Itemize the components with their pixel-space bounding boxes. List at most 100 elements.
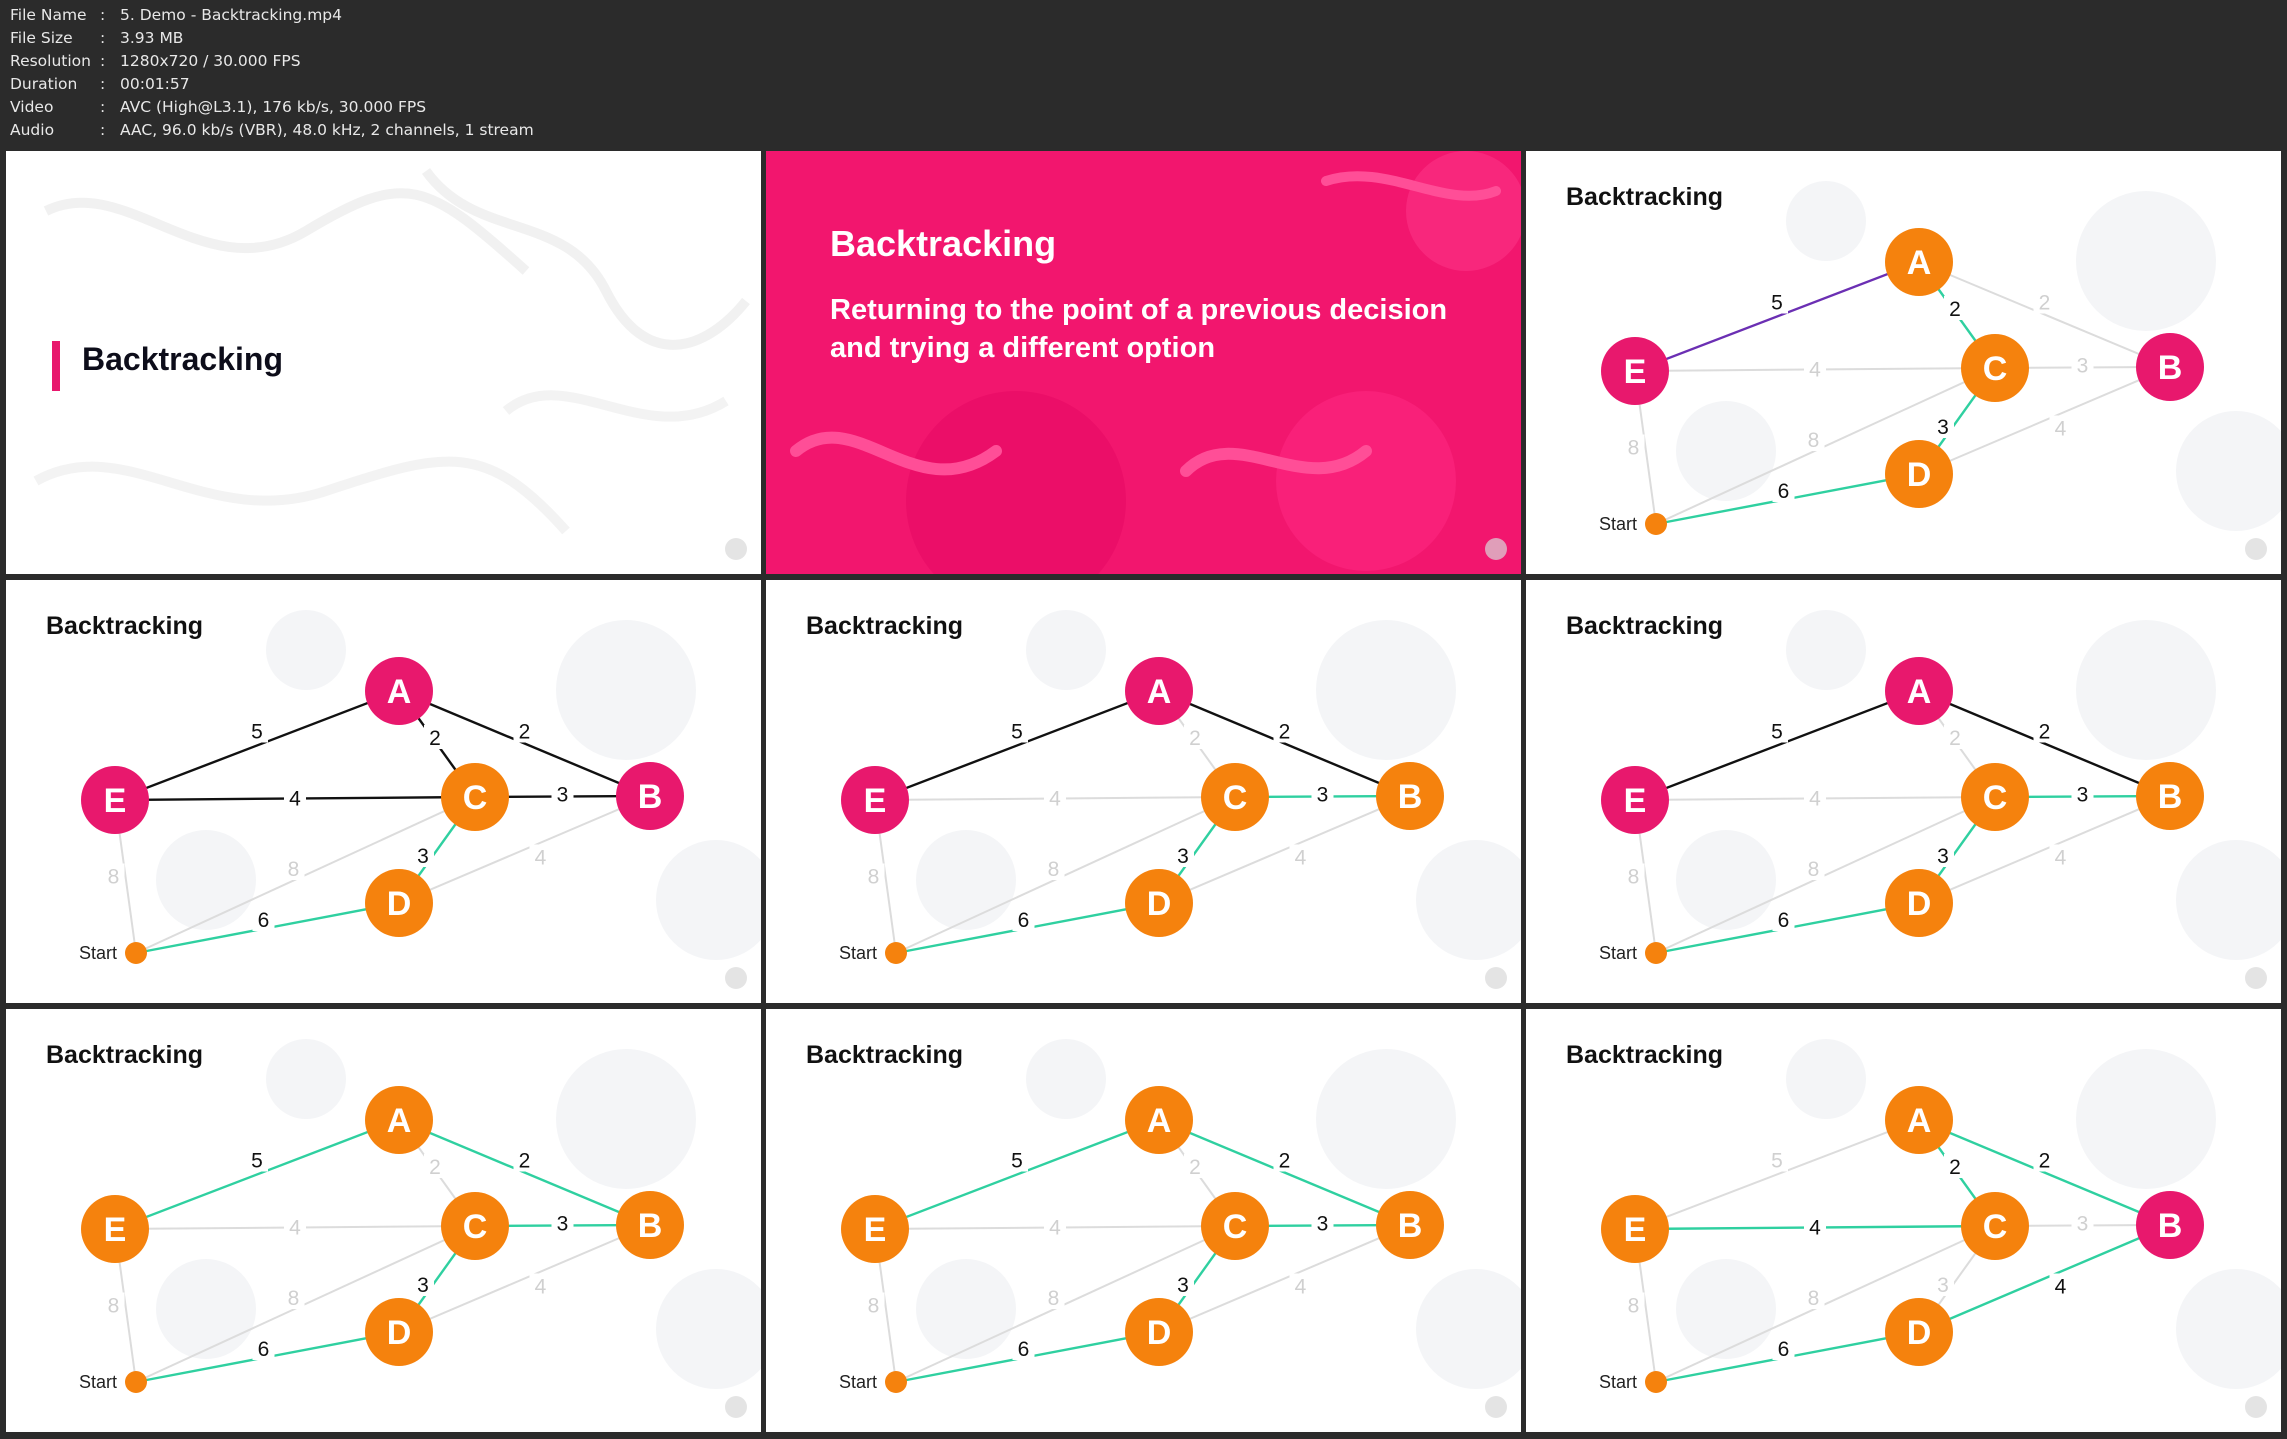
edge-label-bg [1772, 907, 1795, 931]
start-label: Start [839, 943, 877, 963]
node-label-c: C [1983, 350, 2008, 388]
info-label: File Size [10, 29, 73, 47]
edge-label-bg [424, 1154, 446, 1178]
node-label-e: E [1624, 782, 1647, 820]
edge-label-bg [1172, 1272, 1194, 1296]
edge-weight-ea: 5 [1011, 721, 1023, 744]
edge-label-bg [1289, 844, 1312, 869]
edge-weight-cd: 3 [1937, 416, 1949, 439]
edge-label-bg [1932, 843, 1954, 867]
intro-background [33, 168, 750, 535]
node-label-c: C [1983, 779, 2008, 817]
edge-label-bg [2033, 289, 2056, 314]
edge-weight-sc: 8 [1048, 858, 1060, 881]
frame-graph-7[interactable]: Backtracking 5 2 2 4 3 3 4 6 8 8 Start A B C D E [1526, 1009, 2281, 1432]
node-e [841, 766, 909, 834]
edge-label-bg [1006, 1147, 1028, 1172]
info-value: AAC, 96.0 kb/s (VBR), 48.0 kHz, 2 channe… [120, 121, 534, 139]
edge-label-bg [513, 718, 536, 743]
edge-sc [1655, 796, 1996, 954]
edge-weight-ac: 2 [1189, 727, 1201, 750]
info-separator: : [100, 75, 106, 93]
node-c [1961, 1192, 2029, 1260]
edge-weight-ab: 2 [2039, 721, 2051, 744]
start-node [885, 1371, 907, 1393]
node-label-b: B [2158, 1207, 2183, 1245]
start-node [125, 942, 147, 964]
frame-intro[interactable]: Backtracking [6, 151, 761, 574]
edge-weight-cd: 3 [1937, 845, 1949, 868]
edge-label-bg [551, 1210, 574, 1235]
edge-weight-sc: 8 [1808, 1287, 1820, 1310]
edge-label-bg [1622, 1292, 1645, 1317]
node-label-b: B [638, 778, 663, 816]
edge-sc [895, 796, 1236, 954]
edge-weight-sc: 8 [288, 858, 300, 881]
edge-weight-cd: 3 [417, 845, 429, 868]
node-b [1376, 1191, 1444, 1259]
node-label-d: D [1907, 1314, 1932, 1352]
edge-sc [135, 796, 476, 954]
edge-weight-ab: 2 [519, 721, 531, 744]
frame-graph-2[interactable]: Backtracking 5 2 2 4 3 3 4 6 8 8 Start A B C D E [6, 580, 761, 1003]
start-node [1645, 513, 1667, 535]
edge-label-bg [551, 781, 574, 806]
edge-label-bg [1766, 1147, 1788, 1172]
node-c [441, 1192, 509, 1260]
frame-graph-5[interactable]: Backtracking 5 2 2 4 3 3 4 6 8 8 Start A B C D E [6, 1009, 761, 1432]
edge-label-bg [102, 863, 125, 888]
frame-graph-3[interactable]: Backtracking 5 2 2 4 3 3 4 6 8 8 Start A B C D E [766, 580, 1521, 1003]
node-label-b: B [1398, 1207, 1423, 1245]
edge-weight-ac: 2 [1949, 298, 1961, 321]
node-e [841, 1195, 909, 1263]
edge-ea [874, 1118, 1160, 1231]
edge-weight-cb: 3 [2077, 355, 2089, 378]
edge-label-bg [2033, 718, 2056, 743]
accent-bar [52, 341, 60, 391]
node-b [2136, 1191, 2204, 1259]
edge-weight-ec: 4 [1809, 359, 1821, 382]
info-separator: : [100, 6, 106, 24]
frame-title: Backtracking [1566, 183, 1724, 211]
node-label-a: A [1907, 673, 1932, 711]
edge-label-bg [1622, 434, 1645, 459]
node-label-d: D [387, 885, 412, 923]
graph-diagram: 5 2 2 4 3 3 4 6 8 8 Start A B C D E [1599, 181, 2281, 535]
frame-definition[interactable]: Backtracking Returning to the point of a… [766, 151, 1521, 574]
definition-text: Returning to the point of a previous dec… [830, 294, 1448, 364]
edge-weight-sc: 8 [1808, 858, 1820, 881]
edge-label-bg [2049, 415, 2072, 440]
node-label-c: C [1223, 779, 1248, 817]
edge-weight-sd: 6 [258, 909, 270, 932]
edge-label-bg [1273, 1147, 1296, 1172]
edge-label-bg [1766, 289, 1788, 314]
graph-diagram: 5 2 2 4 3 3 4 6 8 8 Start A B C D E [1599, 610, 2281, 964]
edge-db [1918, 795, 2171, 904]
edge-label-bg [529, 844, 552, 869]
edge-weight-ec: 4 [289, 788, 301, 811]
graph-diagram: 5 2 2 4 3 3 4 6 8 8 Start A B C D E [1599, 1039, 2281, 1393]
frame-graph-1[interactable]: Backtracking 5 2 2 4 3 3 4 6 8 8 Start A B C D E [1526, 151, 2281, 574]
edge-ab [1918, 261, 2171, 368]
node-c [1201, 763, 1269, 831]
edge-label-bg [1802, 1285, 1825, 1309]
node-a [365, 657, 433, 725]
edge-label-bg [529, 1273, 552, 1298]
edge-label-bg [2033, 1147, 2056, 1172]
info-label: Video [10, 98, 54, 116]
frame-graph-4[interactable]: Backtracking 5 2 2 4 3 3 4 6 8 8 Start A B C D E [1526, 580, 2281, 1003]
edge-label-bg [282, 856, 305, 880]
edge-ea [874, 689, 1160, 802]
edge-weight-ab: 2 [2039, 292, 2051, 315]
edge-weight-se: 8 [868, 1295, 880, 1318]
frame-graph-6[interactable]: Backtracking 5 2 2 4 3 3 4 6 8 8 Start A B C D E [766, 1009, 1521, 1432]
edge-label-bg [862, 863, 885, 888]
edge-weight-se: 8 [108, 866, 120, 889]
node-b [1376, 762, 1444, 830]
definition-background [790, 151, 1521, 574]
graph-diagram: 5 2 2 4 3 3 4 6 8 8 Start A B C D E [839, 1039, 1521, 1393]
info-separator: : [100, 29, 106, 47]
watermark-icon [1485, 967, 1507, 989]
frame-title: Backtracking [46, 1041, 204, 1069]
edge-label-bg [1184, 1154, 1206, 1178]
